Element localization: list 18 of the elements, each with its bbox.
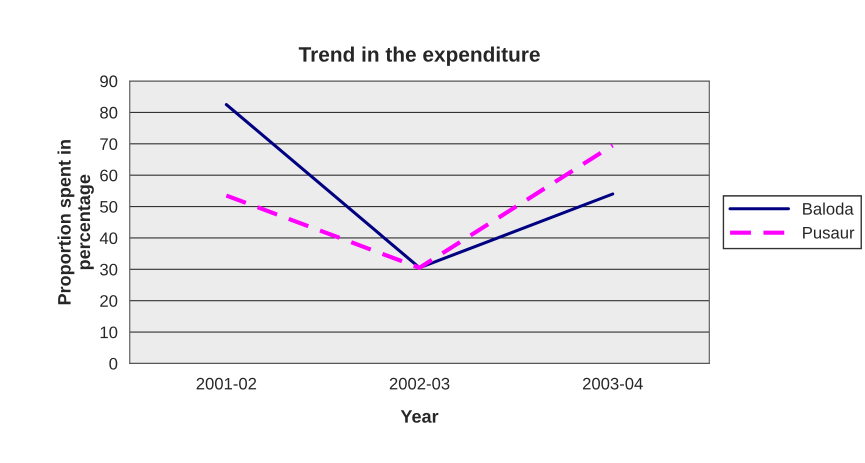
y-tick-label: 60 [100, 170, 118, 182]
y-tick-label: 40 [100, 232, 118, 244]
y-tick-label: 0 [109, 358, 118, 370]
legend-label: Baloda [803, 202, 854, 215]
x-tick-label: 2003-04 [582, 378, 643, 390]
y-axis-title: Proportion spent in percentage [57, 140, 94, 304]
y-tick-label: 20 [100, 295, 118, 307]
y-tick-label: 70 [100, 138, 118, 150]
y-tick-label: 80 [100, 106, 118, 119]
x-tick-label: 2001-02 [196, 378, 256, 390]
legend-label: Pusaur [803, 227, 854, 239]
x-tick-label: 2002-03 [390, 378, 450, 390]
y-tick-label: 30 [100, 264, 118, 276]
y-tick-label: 50 [100, 200, 118, 213]
y-tick-label: 90 [100, 75, 118, 88]
y-tick-label: 10 [100, 326, 118, 338]
x-axis-title: Year [400, 410, 438, 423]
chart-title: Trend in the expenditure [298, 46, 540, 66]
